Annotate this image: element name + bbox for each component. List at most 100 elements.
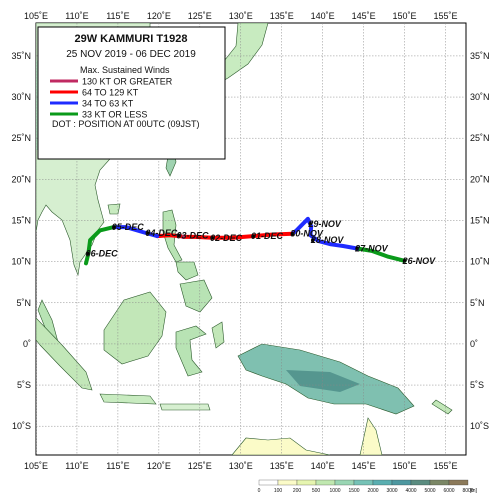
lat-tick-label-right: 5˚S — [470, 380, 484, 390]
lon-tick-label-bottom: 155˚E — [434, 461, 458, 471]
land-cape-york — [359, 417, 383, 455]
day-label: 27-NOV — [354, 243, 389, 253]
day-label: 28-NOV — [310, 235, 345, 245]
lon-tick-label-bottom: 115˚E — [106, 461, 129, 471]
lat-tick-label-right: 0˚ — [470, 339, 478, 349]
lon-tick-label-top: 115˚E — [106, 11, 129, 21]
day-label: 06-DEC — [86, 248, 119, 258]
land-hainan — [107, 203, 121, 215]
lon-tick-label-top: 120˚E — [147, 11, 171, 21]
track-segment — [155, 233, 183, 239]
track-segment — [111, 225, 160, 239]
land-australia — [231, 437, 331, 455]
lat-tick-label-right: 25˚N — [470, 133, 490, 143]
elevation-scale-tick: 1000 — [329, 488, 340, 494]
day-label: 30-NOV — [290, 229, 324, 239]
lat-tick-label-left: 5˚N — [16, 298, 31, 308]
elevation-scale-swatch — [296, 479, 317, 486]
elevation-scale-swatch — [391, 479, 412, 486]
daily-position-dot — [308, 221, 313, 226]
lat-tick-label-right: 10˚S — [470, 421, 489, 431]
graticule — [36, 23, 466, 455]
elevation-scale-swatch — [353, 479, 374, 486]
daily-position-dot — [112, 225, 116, 229]
legend-item-label: 33 KT OR LESS — [82, 110, 147, 120]
land-visayas — [175, 261, 199, 281]
land-lesser-sunda — [159, 403, 211, 411]
elevation-scale-tick: 2000 — [367, 488, 378, 494]
elevation-scale-swatch — [429, 479, 450, 486]
land-moluccas — [211, 321, 225, 349]
lat-tick-label-left: 15˚N — [11, 215, 31, 225]
elevation-scale-swatches — [258, 479, 469, 486]
daily-position-dot — [210, 235, 214, 240]
lat-tick-label-right: 10˚N — [470, 257, 490, 267]
lon-tick-label-bottom: 145˚E — [352, 461, 376, 471]
elevation-scale-tick: 100 — [274, 488, 283, 494]
lat-tick-label-right: 20˚N — [470, 174, 490, 184]
lon-tick-label-top: 105˚E — [24, 11, 48, 21]
legend-item-label: 34 TO 63 KT — [82, 99, 134, 109]
elevation-scale-swatch — [277, 479, 298, 486]
track-segment — [181, 231, 295, 240]
elevation-scale-swatch — [315, 479, 336, 486]
elevation-scale-tick: 6000 — [443, 488, 454, 494]
daily-position-dot — [145, 231, 150, 235]
lat-tick-label-left: 0˚ — [23, 339, 31, 349]
land-mindanao — [179, 279, 213, 313]
lat-tick-label-left: 5˚S — [17, 380, 31, 390]
land-solomon-islands — [431, 399, 453, 415]
lon-tick-label-top: 140˚E — [311, 11, 335, 21]
lat-tick-label-left: 30˚N — [11, 92, 31, 102]
track-segment — [355, 246, 407, 263]
elevation-scale-tick: 200 — [293, 488, 302, 494]
day-label: 04-DEC — [145, 228, 178, 238]
track-segment — [84, 225, 116, 266]
elevation-scale-swatch — [372, 479, 393, 486]
day-label: 02-DEC — [210, 233, 243, 243]
daily-position-dot — [402, 259, 407, 263]
elevation-scale-swatch — [334, 479, 355, 486]
daily-position-dot — [290, 231, 295, 236]
legend-winds-header: Max. Sustained Winds — [80, 65, 170, 75]
land-borneo — [103, 291, 167, 365]
daily-position-dot — [176, 233, 181, 238]
lon-tick-label-bottom: 140˚E — [311, 461, 335, 471]
lon-tick-label-bottom: 120˚E — [147, 461, 171, 471]
lat-tick-label-left: 35˚N — [11, 51, 31, 61]
lon-tick-label-bottom: 130˚E — [229, 461, 253, 471]
elevation-scale-tick: 0 — [258, 488, 261, 494]
daily-position-dot — [311, 238, 315, 243]
lon-tick-label-top: 150˚E — [393, 11, 417, 21]
elevation-scale-swatch — [258, 479, 279, 486]
lat-tick-label-left: 20˚N — [11, 174, 31, 184]
lat-tick-label-right: 15˚N — [470, 215, 490, 225]
elevation-scale-swatch — [448, 479, 469, 486]
legend-box: 29W KAMMURI T1928 25 NOV 2019 - 06 DEC 2… — [37, 26, 226, 160]
elevation-scale-tick: 1500 — [348, 488, 359, 494]
daily-position-dot — [85, 251, 90, 256]
lat-tick-label-right: 35˚N — [470, 51, 490, 61]
lat-tick-label-left: 10˚N — [11, 257, 31, 267]
lon-tick-label-top: 135˚E — [270, 11, 294, 21]
elevation-scale-tick: 4000 — [405, 488, 416, 494]
day-label: 05-DEC — [112, 222, 145, 232]
lon-tick-label-top: 130˚E — [229, 11, 253, 21]
elevation-scale-ticks: 0 100 200 500 1000 1500 2000 3000 4000 5000 6000 80… — [258, 488, 474, 494]
lon-tick-label-top: 155˚E — [434, 11, 458, 21]
elevation-scale-tick: 3000 — [386, 488, 397, 494]
lon-tick-label-top: 125˚E — [188, 11, 212, 21]
day-label: 26-NOV — [402, 256, 437, 266]
legend-dates: 25 NOV 2019 - 06 DEC 2019 — [66, 49, 196, 60]
lat-tick-label-right: 30˚N — [470, 92, 490, 102]
day-label: 01-DEC — [251, 231, 284, 241]
lat-tick-label-right: 5˚N — [470, 298, 485, 308]
lon-tick-label-top: 145˚E — [352, 11, 376, 21]
track-segment — [290, 216, 360, 251]
lon-tick-label-bottom: 105˚E — [24, 461, 48, 471]
elevation-scale: 0 100 200 500 1000 1500 2000 3000 4000 5000 6000 80… — [258, 479, 478, 494]
axis-tick-labels: 105˚E 105˚E 110˚E 110˚E 115˚E 115˚E 120˚E 120˚E… — [11, 11, 489, 471]
